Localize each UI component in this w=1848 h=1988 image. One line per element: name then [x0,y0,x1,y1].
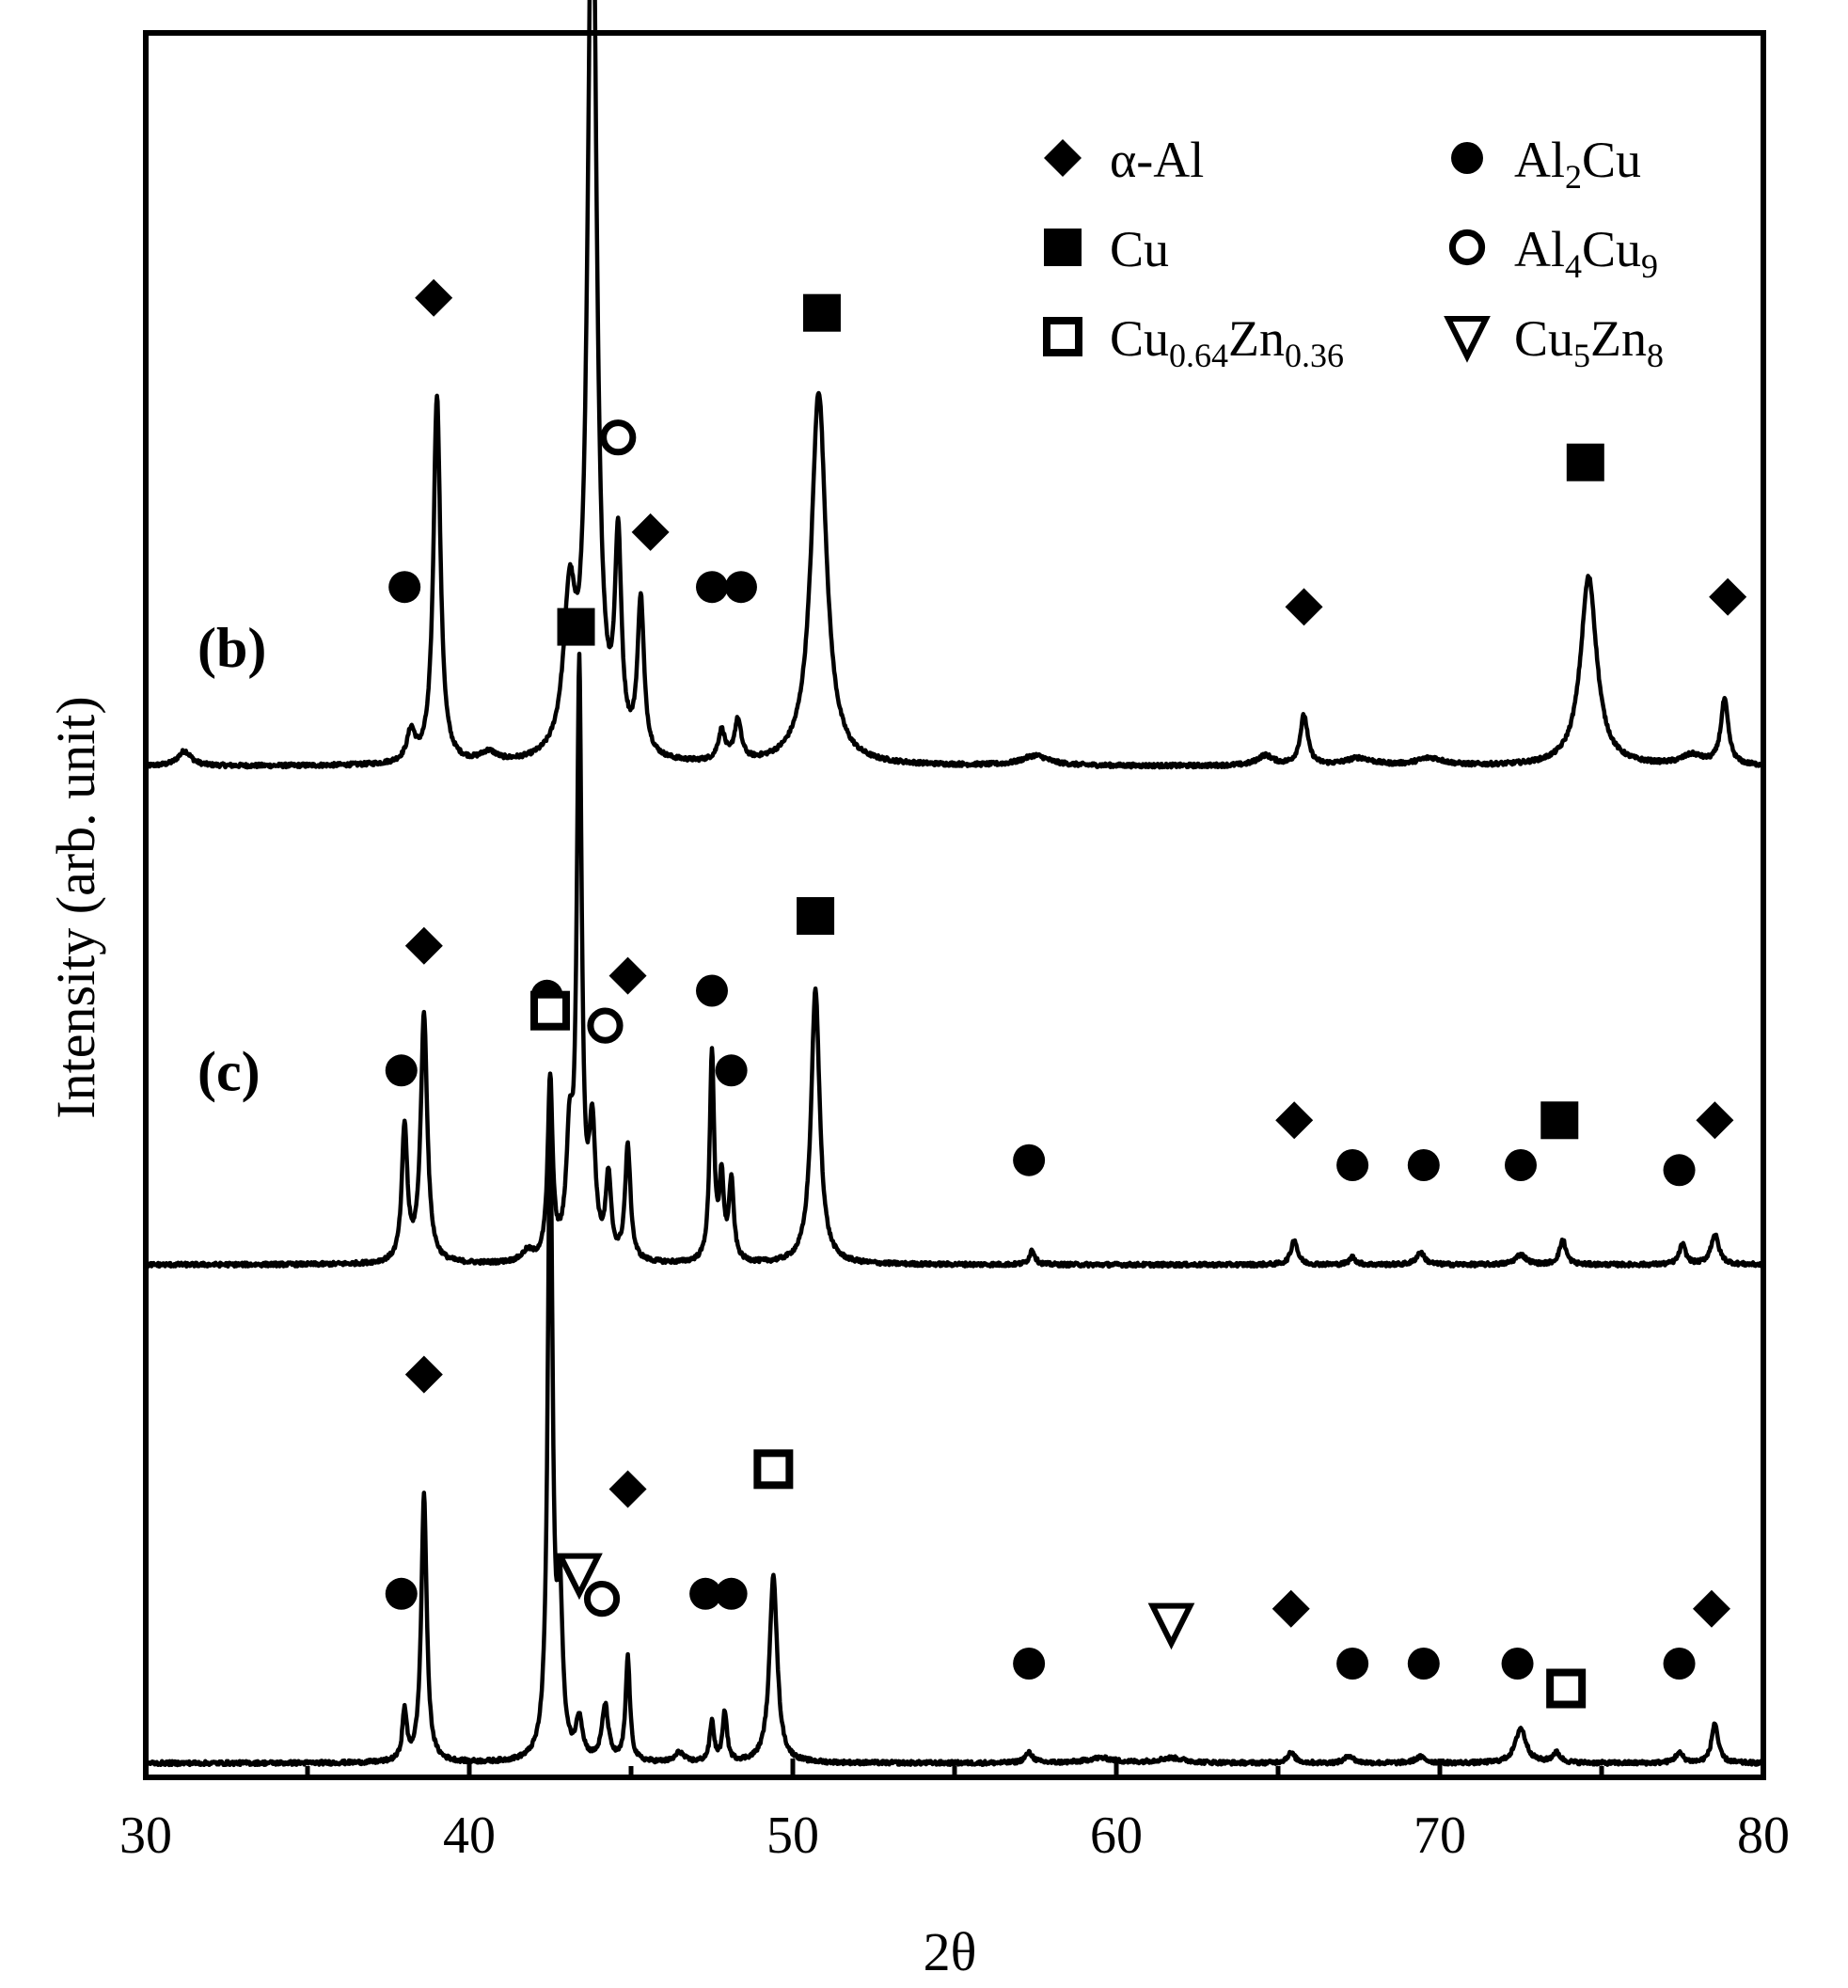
phase-marker-3-4 [556,1553,603,1601]
phase-marker-3-13 [1336,1648,1369,1680]
x-tick-label-50: 50 [766,1807,819,1865]
x-axis-label: 2θ [924,1921,977,1982]
phase-marker-1-9 [1285,588,1323,626]
markers-group [385,278,1747,1709]
phase-marker-2-1 [385,1054,418,1087]
legend-symbol-5 [1043,317,1082,356]
phase-marker-3-3 [530,990,570,1031]
phase-marker-2-9 [797,897,835,935]
xrd-trace-3 [143,1107,1766,1768]
phase-marker-2-10 [1013,1144,1046,1176]
legend-entry-5: Cu0.64Zn0.36 [1110,310,1344,374]
phase-marker-2-6 [608,956,647,995]
x-tick-label-60: 60 [1090,1807,1143,1865]
x-tick-label-70: 70 [1414,1807,1466,1865]
legend-entry-2: Al2Cu [1514,132,1641,196]
traces-group [143,0,1766,1768]
phase-marker-2-4 [557,607,595,646]
phase-marker-3-15 [1501,1648,1534,1680]
phase-marker-1-8 [802,293,841,332]
phase-marker-1-6 [696,571,728,604]
x-tick-label-30: 30 [119,1807,172,1865]
x-tick-label-40: 40 [443,1807,496,1865]
panel-labels-group: (a)(b)(c) [197,617,266,1103]
phase-marker-1-10 [1566,443,1604,481]
legend-symbol-3 [1044,229,1082,266]
phase-marker-3-9 [753,1449,794,1490]
legend: α-Al Al2Cu Cu Al4Cu9 Cu0.64Zn0.36 Cu5Zn8 [1043,132,1664,374]
phase-marker-3-11 [1147,1602,1195,1650]
phase-marker-3-14 [1407,1648,1440,1680]
phase-marker-2-17 [1696,1101,1734,1140]
legend-symbol-4 [1448,229,1486,266]
phase-marker-3-16 [1546,1668,1587,1709]
phase-marker-2-8 [715,1054,748,1087]
phase-marker-3-12 [1271,1589,1310,1628]
legend-entry-6: Cu5Zn8 [1514,310,1664,374]
y-axis-label: Intensity (arb. unit) [45,696,106,1118]
phase-marker-1-7 [724,571,757,604]
phase-marker-3-2 [404,1355,443,1394]
phase-marker-1-5 [631,513,670,551]
legend-entry-4: Al4Cu9 [1514,221,1658,285]
panel-label-3: (c) [197,1041,261,1103]
phase-marker-1-11 [1709,577,1747,616]
phase-marker-2-5 [587,1007,624,1044]
phase-marker-3-17 [1663,1648,1696,1680]
panel-label-2: (b) [197,617,266,679]
phase-marker-3-6 [608,1470,647,1508]
phase-marker-3-8 [715,1577,748,1610]
xrd-trace-1 [143,0,1765,770]
x-axis: 30 40 50 60 70 80 [119,1759,1790,1865]
legend-entry-1: α-Al [1110,132,1204,188]
phase-marker-1-1 [388,571,421,604]
phase-marker-2-15 [1540,1101,1579,1140]
phase-marker-2-14 [1505,1149,1537,1181]
legend-symbol-2 [1451,142,1483,174]
phase-marker-3-10 [1013,1648,1046,1680]
phase-marker-3-5 [583,1581,621,1617]
phase-marker-2-12 [1336,1149,1369,1181]
phase-marker-3-7 [689,1577,722,1610]
x-tick-label-80: 80 [1737,1807,1790,1865]
xrd-trace-2 [144,651,1766,1270]
phase-marker-2-7 [696,974,728,1007]
legend-entry-3: Cu [1110,221,1169,277]
phase-marker-3-1 [385,1577,418,1610]
phase-marker-1-2 [415,278,453,317]
legend-symbol-6 [1444,316,1491,363]
phase-marker-2-16 [1663,1154,1696,1187]
legend-symbol-1 [1044,139,1082,177]
phase-marker-3-18 [1692,1589,1730,1628]
phase-marker-1-4 [600,419,637,456]
phase-marker-2-13 [1407,1149,1440,1181]
phase-marker-2-11 [1275,1101,1314,1140]
phase-marker-2-2 [404,926,443,965]
